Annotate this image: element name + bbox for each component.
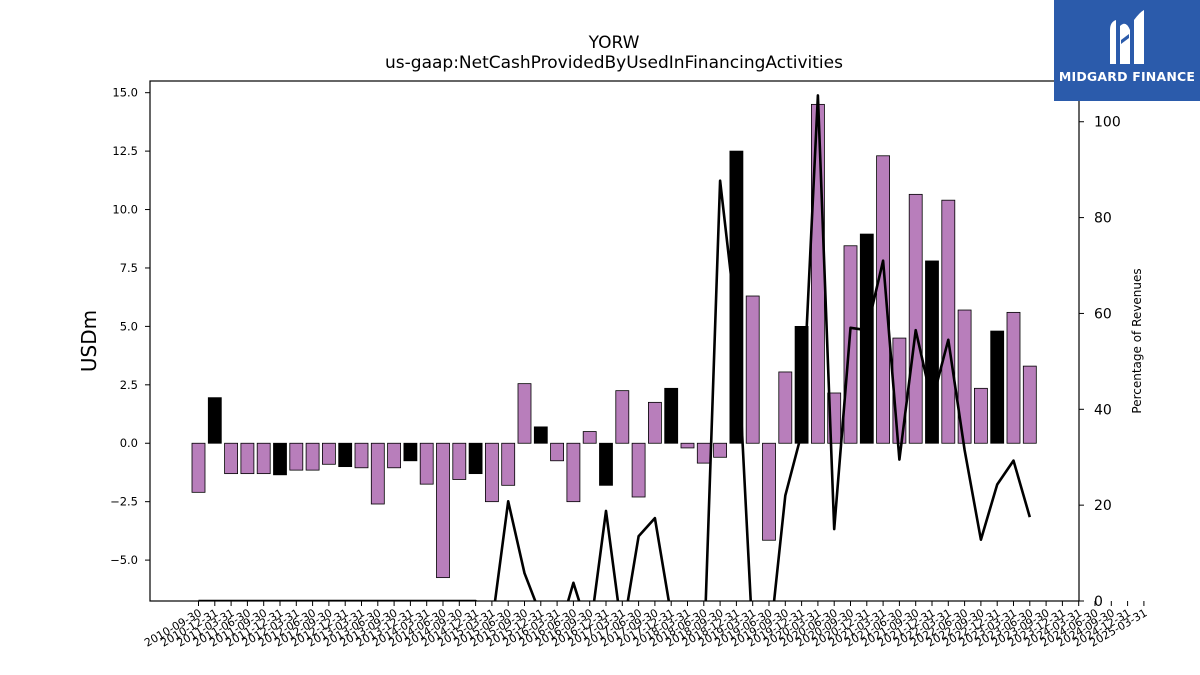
y-tick-label: 12.5 xyxy=(112,144,138,158)
x-axis: 2010-09-302010-12-312011-03-312011-06-30… xyxy=(142,601,1149,650)
bar-annual xyxy=(338,442,353,468)
bar-quarter xyxy=(517,383,532,444)
midgard-logo-icon xyxy=(1110,10,1144,64)
bar-quarter xyxy=(550,442,564,462)
bar-annual xyxy=(273,442,287,476)
y-right-tick-label: 80 xyxy=(1094,211,1112,227)
bar-quarter xyxy=(941,199,956,444)
y-tick-label: 15.0 xyxy=(112,86,138,100)
bar-quarter xyxy=(843,245,858,444)
bar-quarter xyxy=(501,442,516,486)
bar-annual xyxy=(664,387,679,444)
y-axis-left: −5.0 −2.5 0.0 2.5 5.0 7.5 10.0 12.5 15.0 xyxy=(110,86,150,567)
bar-quarter xyxy=(680,442,695,449)
bar-annual xyxy=(925,260,939,444)
y-right-tick-label: 100 xyxy=(1094,115,1121,131)
y-tick-label: 2.5 xyxy=(120,378,138,392)
y-tick-label: 7.5 xyxy=(120,261,138,275)
bar-annual xyxy=(207,397,222,444)
bar-annual xyxy=(403,442,418,462)
bar-annual xyxy=(859,233,874,444)
bar-quarter xyxy=(256,442,271,475)
bar-quarter xyxy=(1022,365,1037,444)
bar-annual xyxy=(599,442,613,486)
brand-logo: MIDGARD FINANCE xyxy=(1054,0,1200,101)
bar-quarter xyxy=(387,442,402,469)
y-axis-label: USDm xyxy=(77,310,101,372)
bar-quarter xyxy=(436,442,450,579)
y-tick-label: 10.0 xyxy=(112,203,138,217)
bar-quarter xyxy=(354,442,369,469)
bar-quarter xyxy=(1006,311,1021,444)
y-tick-label: 5.0 xyxy=(120,319,138,333)
bar-quarter xyxy=(745,295,760,444)
bar-quarter xyxy=(713,442,727,458)
bar-quarter xyxy=(582,431,597,444)
bar-annual xyxy=(990,330,1005,444)
bar-quarter xyxy=(321,442,336,465)
bar-annual xyxy=(468,442,483,475)
bar-quarter xyxy=(419,442,434,485)
y-right-tick-label: 60 xyxy=(1094,306,1112,322)
bar-quarter xyxy=(762,442,776,541)
pct-revenues-line xyxy=(198,94,1032,601)
bar-quarter xyxy=(974,387,988,444)
bar-quarter xyxy=(811,103,825,444)
bar-quarter xyxy=(908,193,923,444)
bar-annual xyxy=(533,426,548,444)
bar-quarter xyxy=(240,442,255,475)
chart-title: YORW xyxy=(588,33,640,53)
line-layer xyxy=(198,94,1032,601)
bar-quarter xyxy=(224,442,239,475)
plot-frame xyxy=(149,80,1080,602)
bar-quarter xyxy=(648,401,662,444)
brand-name: MIDGARD FINANCE xyxy=(1058,69,1196,84)
bar-quarter xyxy=(452,442,467,480)
bar-quarter xyxy=(484,442,499,503)
y-tick-label: −2.5 xyxy=(110,495,138,509)
bar-quarter xyxy=(370,442,385,505)
y-right-tick-label: 0 xyxy=(1094,594,1103,610)
y-tick-label: −5.0 xyxy=(110,553,138,567)
bar-quarter xyxy=(289,442,304,471)
y-axis-label-right: Percentage of Revenues xyxy=(1130,268,1144,413)
bar-quarter xyxy=(305,442,320,471)
y-axis-right: 0 20 40 60 80 100 xyxy=(1079,115,1121,610)
bar-quarter xyxy=(566,442,581,503)
bar-quarter xyxy=(191,442,206,493)
y-right-tick-label: 40 xyxy=(1094,402,1112,418)
bar-quarter xyxy=(778,371,793,444)
y-tick-label: 0.0 xyxy=(120,436,138,450)
bar-quarter xyxy=(615,390,630,444)
bar-quarter xyxy=(696,442,711,464)
chart-subtitle: us-gaap:NetCashProvidedByUsedInFinancing… xyxy=(385,53,843,73)
bar-layer xyxy=(191,103,1037,579)
bar-quarter xyxy=(631,442,646,498)
y-right-tick-label: 20 xyxy=(1094,498,1112,514)
bar-quarter xyxy=(876,155,890,444)
